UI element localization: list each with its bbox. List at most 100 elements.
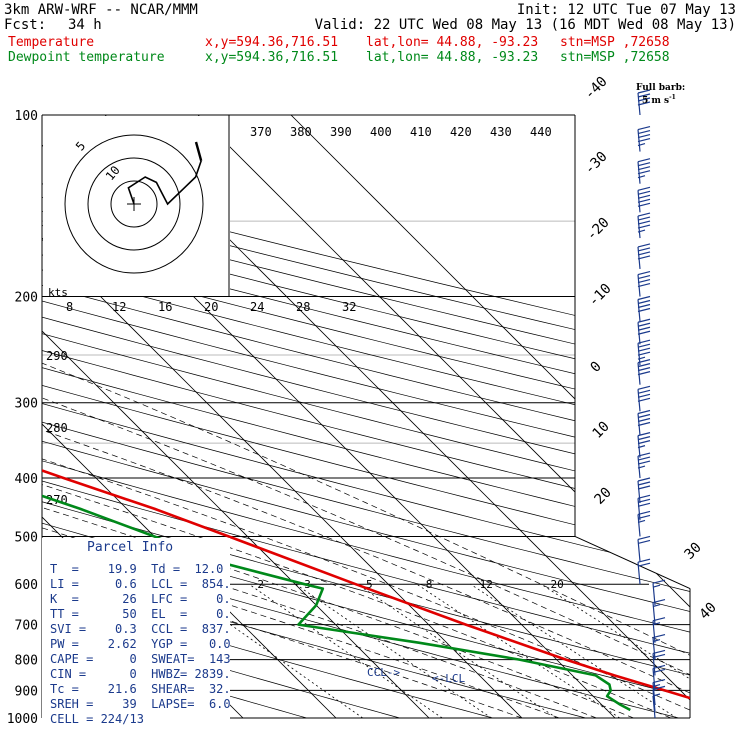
wind-barb-flag — [637, 190, 651, 195]
dry-adiabat — [42, 115, 690, 718]
wind-barb-half — [637, 229, 646, 233]
wind-barb-flag — [637, 216, 651, 221]
theta-e-label: 400 — [370, 125, 392, 139]
parcel-row: K = 26 LFC = 0. — [50, 592, 231, 606]
wind-barb-flag — [637, 251, 651, 256]
wind-barb-flag — [637, 307, 651, 313]
legend-temperature-name: Temperature — [8, 35, 95, 50]
mixing-ratio-line — [470, 583, 678, 718]
hodograph-speed-label: 20 — [204, 300, 218, 314]
wind-barb-flag — [652, 664, 666, 669]
wind-barb — [637, 359, 651, 385]
wind-barb — [637, 535, 651, 562]
hodograph-ring — [110, 180, 158, 228]
forecast-label: Fcst: — [4, 17, 47, 33]
moist-adiabat — [42, 296, 560, 718]
wind-barb — [637, 89, 651, 116]
wind-barb-flag — [637, 460, 651, 465]
isotherm-label: -40 — [582, 74, 611, 103]
wind-barb-flag — [637, 126, 651, 131]
parcel-row: CAPE = 0 SWEAT= 143 — [50, 652, 231, 666]
wind-barb-flag — [637, 558, 651, 563]
isotherm-label: 20 — [592, 485, 615, 508]
pressure-label: 800 — [15, 654, 38, 669]
wind-barb-flag — [637, 326, 651, 331]
parcel-row: LI = 0.6 LCL = 854. — [50, 577, 231, 591]
dry-adiabat — [42, 115, 690, 718]
theta-e-label: 430 — [490, 125, 512, 139]
pressure-label: 300 — [15, 397, 38, 412]
theta-label: 280 — [46, 421, 68, 435]
wind-barb — [637, 158, 651, 184]
wind-barb — [637, 452, 651, 479]
wind-barb-flag — [637, 93, 651, 98]
parcel-row: SVI = 0.3 CCL = 837. — [50, 622, 231, 636]
wind-barb-flag — [637, 421, 651, 427]
dry-adiabat — [42, 115, 690, 718]
wind-barb-flag — [637, 343, 651, 348]
legend-temperature-location: x,y=594.36,716.51 — [205, 35, 339, 50]
dry-adiabat — [42, 115, 690, 718]
dry-adiabat — [42, 115, 690, 718]
wind-barb-flag — [637, 278, 651, 284]
mixing-ratio-label: 20 — [551, 578, 564, 591]
wind-barb-flag — [637, 303, 651, 309]
parcel-row: CIN = 0 HWBZ= 2839. — [50, 667, 231, 681]
wind-barb — [637, 270, 651, 297]
wind-barb-flag — [637, 97, 651, 102]
wind-barbs — [637, 89, 666, 719]
wind-barb-flag — [637, 198, 651, 203]
wind-barb-flag — [637, 456, 651, 461]
hodograph-ring — [64, 134, 204, 274]
wind-barb-flag — [637, 535, 651, 541]
wind-barb-flag — [637, 502, 651, 507]
wind-barb-flag — [637, 367, 651, 372]
wind-barb-flag — [637, 282, 651, 288]
wind-barb-flag — [637, 481, 651, 486]
dry-adiabat — [42, 115, 447, 718]
right-skew-edge — [574, 536, 691, 590]
wind-barb-flag — [637, 393, 651, 398]
wind-barb-flag — [637, 417, 651, 423]
wind-barb-flag — [637, 397, 651, 402]
wind-barb-flag — [637, 243, 651, 248]
wind-barb — [637, 126, 651, 152]
barb-legend-line1: Full barb: — [636, 83, 686, 93]
wind-barb-half — [637, 519, 646, 524]
dry-adiabat — [42, 115, 690, 718]
parcel-row: Tc = 21.6 SHEAR= 32. — [50, 682, 231, 696]
wind-barb-flag — [637, 101, 651, 106]
hodograph-speed-label: 8 — [66, 300, 73, 314]
mixing-ratio-line — [357, 583, 557, 718]
forecast-hour: 34 h — [68, 17, 102, 33]
isotherm-label: -30 — [582, 149, 611, 178]
legend-temperature-latlon: lat,lon= 44.88, -93.23 — [366, 35, 539, 50]
isotherm-label: 10 — [590, 419, 613, 442]
wind-barb — [637, 385, 651, 412]
wind-barb-flag — [637, 299, 651, 305]
wind-barb-flag — [637, 220, 651, 225]
parcel-row: SREH = 39 LAPSE= 6.0 — [50, 697, 231, 711]
legend-dewpoint-name: Dewpoint temperature — [8, 50, 165, 65]
pressure-label: 600 — [15, 578, 38, 593]
wind-barb-flag — [637, 162, 651, 167]
wind-barb-half — [652, 584, 661, 588]
theta-e-label: 440 — [530, 125, 552, 139]
dry-adiabat — [42, 115, 690, 718]
isotherm-label: 0 — [588, 359, 605, 376]
isotherm-label: -20 — [584, 215, 613, 244]
mixing-ratio-line — [173, 583, 363, 718]
dry-adiabat — [42, 115, 690, 718]
wind-barb-flag — [637, 166, 651, 171]
theta-e-label: 370 — [250, 125, 272, 139]
legend-dewpoint-station: stn=MSP ,72658 — [560, 50, 670, 65]
moist-adiabat — [42, 296, 690, 718]
pressure-label: 700 — [15, 619, 38, 634]
moist-adiabat — [42, 296, 671, 718]
wind-barb-flag — [637, 413, 651, 419]
model-title: 3km ARW-WRF -- NCAR/MMM — [4, 2, 198, 18]
wind-barb-flag — [637, 318, 651, 323]
mixing-ratio-label: 5 — [366, 578, 373, 591]
legend-temperature-station: stn=MSP ,72658 — [560, 35, 670, 50]
